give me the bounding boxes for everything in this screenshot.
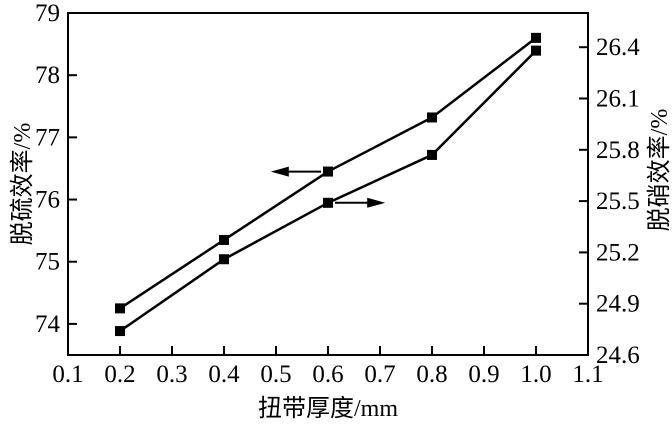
right-y-tick-label: 24.6 (596, 342, 640, 369)
x-tick-label: 0.6 (312, 361, 343, 388)
right-y-tick-label: 25.2 (596, 239, 640, 266)
x-tick-label: 0.5 (260, 361, 291, 388)
x-tick-label: 0.7 (364, 361, 395, 388)
left-y-tick-label: 77 (35, 124, 60, 151)
right-axis-title: 脱硝效率/% (646, 109, 672, 232)
left-y-tick-label: 76 (35, 187, 60, 214)
x-axis-title: 扭带厚度/mm (258, 395, 398, 422)
data-point-marker (115, 326, 125, 337)
x-tick-label: 0.8 (416, 361, 447, 388)
x-tick-label: 0.1 (52, 361, 83, 388)
data-point-marker (427, 149, 437, 160)
left-y-tick-label: 75 (35, 249, 60, 276)
left-y-tick-label: 74 (35, 311, 61, 338)
x-tick-label: 0.9 (468, 361, 499, 388)
data-point-marker (115, 303, 125, 314)
x-tick-label: 1.0 (520, 361, 551, 388)
data-point-marker (427, 112, 437, 123)
right-y-tick-label: 24.9 (596, 291, 640, 318)
x-tick-label: 0.4 (208, 361, 240, 388)
data-point-marker (531, 45, 541, 56)
arrow-head-left (270, 166, 289, 177)
plot-frame (67, 12, 589, 356)
right-y-tick-label: 25.8 (596, 137, 640, 164)
left-axis-title: 脱硫效率/% (9, 123, 36, 246)
x-tick-label: 0.3 (156, 361, 187, 388)
right-y-tick-label: 26.1 (596, 86, 640, 113)
arrow-head-right (367, 197, 386, 208)
x-tick-label: 0.2 (104, 361, 135, 388)
data-point-marker (323, 197, 333, 208)
data-point-marker (219, 254, 229, 265)
data-point-marker (531, 32, 541, 43)
data-point-marker (323, 166, 333, 177)
data-point-marker (219, 234, 229, 245)
right-y-tick-label: 25.5 (596, 188, 640, 215)
right-y-tick-label: 26.4 (596, 34, 640, 61)
left-y-tick-label: 79 (35, 0, 60, 27)
x-tick-label: 1.1 (572, 361, 603, 388)
series-line-denitration (119, 49, 537, 333)
left-y-tick-label: 78 (35, 62, 60, 89)
